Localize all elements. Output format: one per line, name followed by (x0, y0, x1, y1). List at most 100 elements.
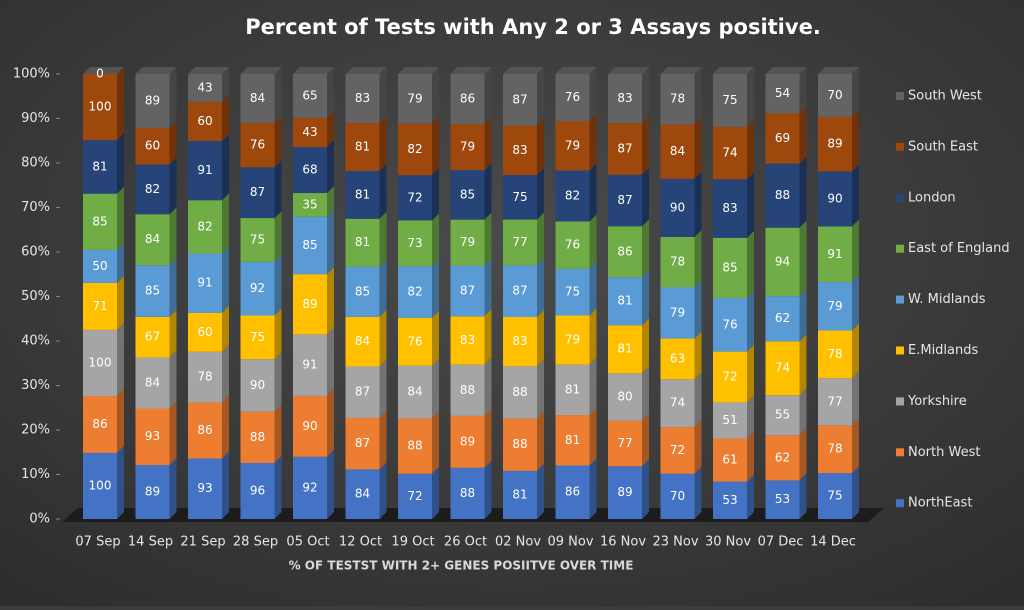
bar-side (537, 168, 544, 220)
segment-label: 78 (670, 92, 685, 106)
segment-label: 82 (565, 188, 580, 202)
bar-side (747, 344, 754, 403)
segment-label: 87 (512, 92, 527, 106)
x-tick-label: 26 Oct (444, 535, 487, 550)
bar-side (642, 459, 649, 519)
bar-segment (818, 425, 852, 474)
segment-label: 96 (250, 484, 265, 498)
bar-segment (660, 473, 695, 519)
bar-side (327, 388, 334, 457)
bar-side (747, 431, 754, 482)
bar-segment (240, 315, 275, 360)
bar-segment (450, 415, 485, 468)
segment-label: 74 (775, 361, 790, 375)
bar-segment (555, 121, 590, 171)
bar-top (240, 67, 282, 74)
bar-side (799, 473, 807, 519)
bar-segment (345, 316, 380, 367)
segment-label: 90 (827, 191, 842, 205)
bar-side (747, 395, 754, 439)
bar-side (379, 410, 387, 470)
segment-label: 79 (565, 138, 580, 152)
segment-label: 86 (92, 417, 107, 431)
x-tick-label: 19 Oct (391, 535, 434, 550)
segment-label: 72 (670, 443, 685, 457)
bar-segment (555, 315, 590, 365)
segment-label: 91 (827, 247, 842, 261)
bar-segment (240, 74, 275, 123)
bar-segment (450, 364, 485, 416)
bar-segment (608, 74, 642, 124)
legend-label: East of England (908, 241, 1010, 256)
bar-side (169, 258, 177, 317)
bar-side (589, 67, 597, 122)
bar-side (327, 209, 334, 275)
x-tick-label: 28 Sep (233, 535, 278, 550)
segment-label: 74 (670, 396, 685, 410)
bar-segment (713, 179, 747, 238)
bar-segment (608, 174, 642, 227)
segment-label: 80 (617, 389, 632, 403)
bar-side (694, 171, 702, 237)
bar-top (188, 67, 229, 74)
bar-side (274, 456, 282, 519)
segment-label: 87 (355, 436, 370, 450)
bar-segment (765, 435, 800, 481)
segment-label: 82 (407, 142, 422, 156)
segment-label: 81 (617, 294, 632, 308)
segment-label: 81 (92, 159, 107, 173)
bar-side (117, 389, 124, 453)
bar-segment (188, 312, 222, 352)
segment-label: 90 (670, 200, 685, 214)
segment-label: 73 (407, 236, 422, 250)
segment-label: 100 (89, 478, 112, 492)
segment-label: 81 (565, 433, 580, 447)
bar-side (117, 445, 124, 519)
bar-segment (293, 216, 327, 275)
bar-side (537, 212, 544, 266)
bar-side (274, 308, 282, 360)
segment-label: 78 (197, 370, 212, 384)
bar-segment (450, 316, 485, 365)
bar-segment (555, 364, 590, 416)
bar-segment (555, 221, 590, 269)
bar-side (484, 163, 492, 220)
segment-label: 93 (197, 481, 212, 495)
bar-segment (188, 74, 222, 102)
x-tick-label: 09 Nov (547, 535, 593, 550)
bar-segment (345, 469, 380, 519)
segment-label: 60 (197, 114, 212, 128)
segment-label: 54 (775, 86, 790, 100)
bar-side (274, 352, 282, 412)
segment-label: 84 (355, 487, 370, 501)
segment-label: 90 (250, 378, 265, 392)
segment-label: 76 (407, 334, 422, 348)
segment-label: 43 (302, 125, 317, 139)
bar-segment (398, 74, 432, 124)
bar-side (852, 371, 859, 426)
y-tick-label: 40% (21, 334, 50, 349)
bar-side (694, 117, 702, 179)
bar-segment (293, 456, 327, 519)
bar-side (642, 167, 649, 227)
segment-label: 81 (355, 139, 370, 153)
segment-label: 78 (670, 255, 685, 269)
bar-segment (293, 147, 327, 194)
bar-segment (555, 415, 590, 466)
segment-label: 71 (92, 299, 107, 313)
segment-label: 83 (512, 143, 527, 157)
bar-segment (503, 175, 537, 220)
bar-segment (83, 282, 117, 330)
bar-side (379, 359, 387, 418)
segment-label: 84 (145, 232, 160, 246)
chart-title: Percent of Tests with Any 2 or 3 Assays … (245, 15, 821, 39)
segment-label: 88 (250, 430, 265, 444)
bar-segment (83, 74, 117, 141)
bar-segment (188, 101, 222, 142)
segment-label: 68 (302, 163, 317, 177)
bar-side (274, 254, 282, 316)
bar-side (852, 109, 859, 172)
bar-segment (345, 266, 380, 317)
bar-top (345, 67, 387, 74)
bar-side (799, 156, 807, 228)
